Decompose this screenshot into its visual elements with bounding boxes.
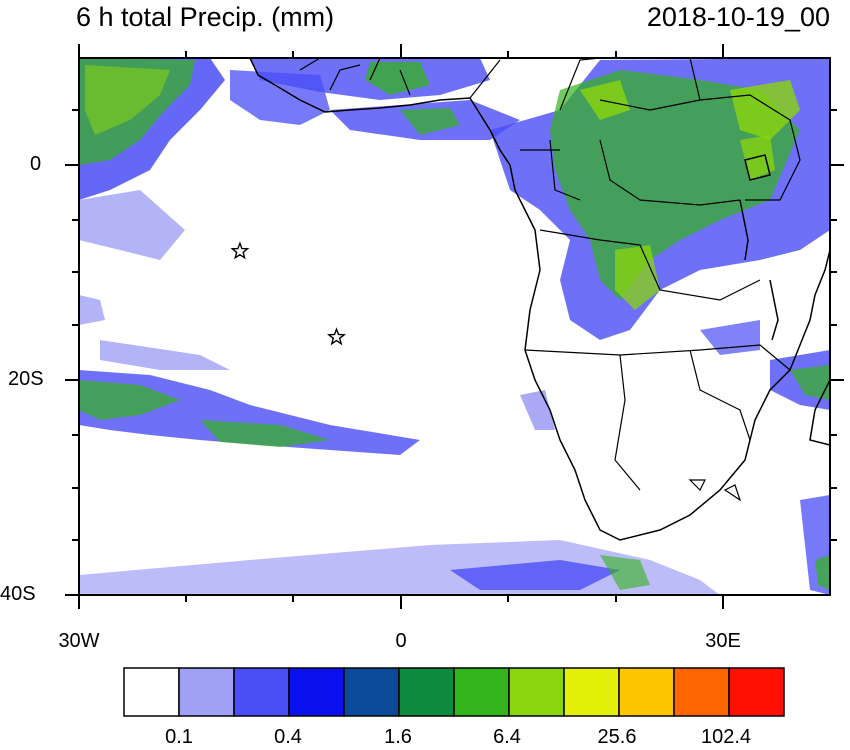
- colorbar-swatch-4: [343, 667, 400, 717]
- axis-ticks: [65, 44, 844, 609]
- lake-victoria: [744, 154, 771, 181]
- station-markers: [230, 241, 346, 346]
- africa-coastline: [249, 58, 830, 541]
- y-tick-label-20s: 20S: [8, 368, 44, 390]
- precip-region-sa-west: [79, 295, 105, 325]
- colorbar-label-0: 0.1: [165, 726, 193, 748]
- colorbar: [123, 667, 785, 717]
- colorbar-swatch-11: [728, 667, 785, 717]
- colorbar-swatch-7: [508, 667, 565, 717]
- precip-core-sa-front-2: [200, 420, 330, 447]
- precip-region-sa-light: [100, 340, 230, 370]
- country-borders: [299, 58, 801, 502]
- precip-core-central-4: [615, 245, 660, 310]
- x-tick-label-30e: 30E: [705, 630, 741, 652]
- colorbar-swatch-2: [233, 667, 290, 717]
- precip-core-guinea: [400, 108, 460, 135]
- colorbar-swatch-10: [673, 667, 730, 717]
- colorbar-label-5: 102.4: [700, 726, 752, 748]
- precip-field: [79, 58, 830, 595]
- colorbar-label-2: 1.6: [384, 726, 412, 748]
- map-title: 6 h total Precip. (mm): [76, 2, 335, 32]
- precip-core-central: [550, 70, 800, 300]
- precip-core-nw-2: [85, 65, 170, 135]
- precip-core-sa-front: [79, 380, 180, 420]
- colorbar-label-3: 6.4: [493, 726, 521, 748]
- precip-core-south: [450, 560, 620, 590]
- plot-frame: [78, 57, 831, 596]
- precip-core-central-2: [580, 80, 630, 120]
- precip-core-south-east: [815, 555, 830, 590]
- precip-region-w: [79, 190, 185, 260]
- colorbar-swatch-5: [398, 667, 455, 717]
- x-tick-label-30w: 30W: [58, 630, 100, 652]
- y-tick-label-0: 0: [30, 153, 42, 175]
- lake-tanganyika: [739, 199, 749, 261]
- madagascar-coastline: [809, 379, 830, 446]
- colorbar-swatch-9: [618, 667, 675, 717]
- lake-malawi: [769, 279, 779, 341]
- colorbar-swatch-3: [288, 667, 345, 717]
- colorbar-label-4: 25.6: [597, 726, 637, 748]
- colorbar-swatch-6: [453, 667, 510, 717]
- colorbar-swatch-8: [563, 667, 620, 717]
- coastlines: [249, 58, 830, 541]
- precip-region-namibia-coast: [520, 390, 555, 430]
- y-tick-label-40s: 40S: [0, 583, 36, 605]
- colorbar-label-1: 0.4: [274, 726, 302, 748]
- precip-region-sa-front: [79, 370, 420, 455]
- colorbar-swatch-1: [178, 667, 235, 717]
- star-marker-2: [327, 327, 346, 346]
- colorbar-swatch-0: [123, 667, 180, 717]
- date-label: 2018-10-19_00: [646, 2, 830, 32]
- precip-core-east: [790, 365, 830, 400]
- precip-core-south-2: [600, 555, 650, 590]
- precip-core-westafrica: [365, 62, 430, 95]
- star-marker-1: [230, 241, 250, 260]
- x-tick-label-0: 0: [395, 630, 407, 652]
